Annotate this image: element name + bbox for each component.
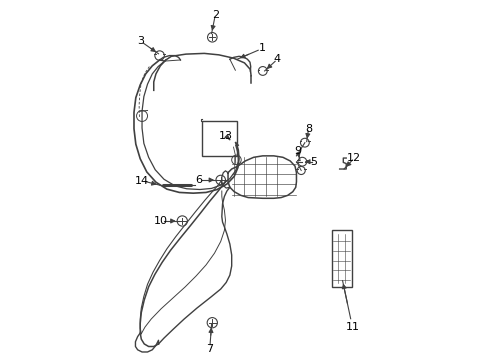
Text: 9: 9 (293, 146, 301, 156)
Text: 4: 4 (273, 54, 281, 64)
Text: 12: 12 (346, 153, 361, 163)
Text: 13: 13 (219, 131, 233, 141)
Text: 2: 2 (211, 10, 218, 20)
Bar (202, 121, 237, 156)
Text: 11: 11 (345, 322, 359, 332)
Text: 7: 7 (206, 344, 213, 354)
Bar (331, 230, 351, 287)
Text: 8: 8 (305, 124, 311, 134)
Text: 10: 10 (153, 216, 167, 226)
Text: 3: 3 (137, 36, 143, 46)
Text: 6: 6 (195, 175, 202, 185)
Text: 1: 1 (259, 43, 266, 53)
Text: 14: 14 (135, 176, 149, 186)
Text: 5: 5 (310, 157, 317, 167)
